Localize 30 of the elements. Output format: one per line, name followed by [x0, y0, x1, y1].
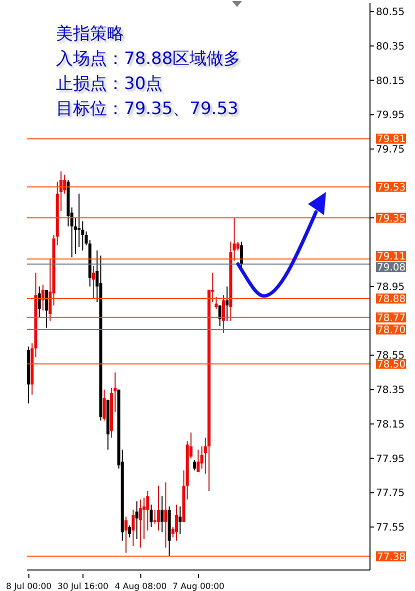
annotation: 止损点：30点	[56, 73, 164, 96]
y-tick-label: 79.75	[376, 144, 405, 156]
ref-line-label: 78.50	[377, 359, 406, 370]
ref-line-label: 77.38	[377, 552, 406, 563]
y-tick-label: 78.15	[376, 419, 405, 430]
y-tick-label: 77.75	[376, 488, 405, 500]
annotation: 入场点：78.88区域做多	[56, 48, 241, 71]
annotation: 美指策略	[56, 23, 125, 46]
y-tick-label: 78.35	[376, 385, 405, 396]
x-tick-label: 30 Jul 16:00	[57, 582, 108, 591]
y-tick-label: 79.95	[376, 110, 405, 122]
ref-line-label: 79.35	[377, 213, 406, 224]
y-tick-label: 78.95	[376, 282, 405, 293]
ref-line-label: 79.08	[377, 262, 406, 274]
ref-line-label: 78.70	[377, 324, 406, 336]
y-tick-label: 77.55	[376, 522, 405, 534]
ref-line-label: 79.11	[377, 252, 406, 263]
x-tick-label: 7 Aug 00:00	[172, 582, 224, 591]
ref-line-label: 78.88	[377, 294, 406, 306]
y-tick-label: 80.55	[376, 7, 405, 18]
y-tick-label: 77.95	[376, 454, 405, 465]
y-tick-label: 80.15	[376, 76, 405, 87]
x-tick-label: 8 Jul 00:00	[6, 582, 52, 591]
annotation: 目标位：79.35、79.53	[56, 98, 240, 121]
x-tick-label: 4 Aug 08:00	[114, 582, 167, 591]
candlestick	[78, 194, 81, 247]
ref-line-label: 78.77	[377, 312, 406, 324]
y-tick-label: 80.35	[376, 41, 405, 52]
ref-line-label: 79.53	[377, 182, 406, 194]
ref-line-label: 79.81	[377, 134, 406, 146]
